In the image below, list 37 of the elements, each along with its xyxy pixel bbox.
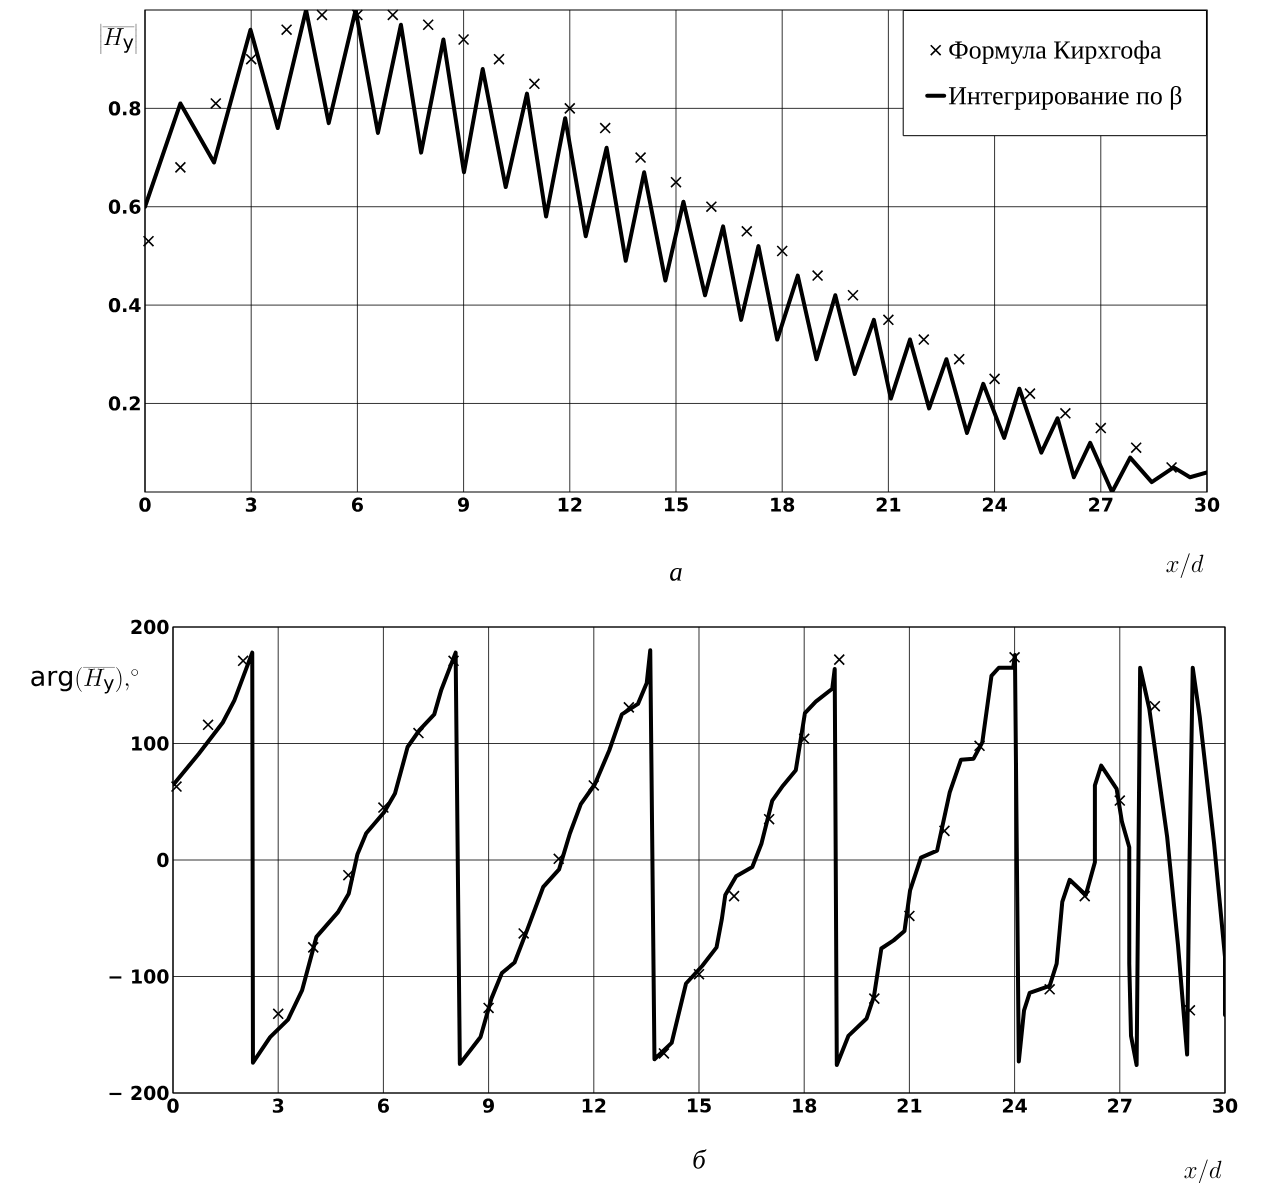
x-tick-label: 24 <box>982 497 1007 512</box>
y-tick-label: 0.2 <box>108 396 140 411</box>
x-tick-label: 30 <box>1195 497 1220 512</box>
y-tick-label: 200 <box>131 619 169 635</box>
x-tick-label: 0 <box>167 1098 179 1113</box>
x-tick-label: 12 <box>558 497 582 512</box>
x-tick-label: 18 <box>793 1098 817 1113</box>
y-tick-label: 100 <box>132 736 169 751</box>
y-tick-label: 0.8 <box>108 101 141 116</box>
x-tick-label: 9 <box>457 497 469 512</box>
y-tick-label: − 100 <box>109 969 169 984</box>
x-tick-label: 30 <box>1213 1098 1238 1113</box>
x-tick-label: 24 <box>1002 1098 1027 1113</box>
x-tick-label: 12 <box>582 1098 606 1113</box>
x-tick-label: 27 <box>1089 497 1113 512</box>
x-tick-label: 21 <box>876 497 901 512</box>
y-tick-label: 0.6 <box>108 199 141 214</box>
x-tick-label: 6 <box>351 497 363 512</box>
legend-label: Интегрирование по β <box>948 85 1182 110</box>
y-tick-label: 0.4 <box>108 297 141 313</box>
x-axis-title: $x/d$ <box>1166 553 1204 579</box>
x-tick-label: 3 <box>245 497 257 512</box>
x-tick-label: 27 <box>1108 1098 1132 1113</box>
y-tick-label: 0 <box>157 852 169 868</box>
x-tick-label: 9 <box>483 1098 494 1113</box>
x-tick-label: 3 <box>272 1098 284 1113</box>
text: б <box>693 1149 707 1169</box>
x-tick-label: 15 <box>687 1098 711 1113</box>
legend-label: Формула Кирхгофа <box>949 40 1162 65</box>
x-tick-label: 15 <box>664 497 688 512</box>
y-tick-label: − 200 <box>109 1085 169 1101</box>
x-tick-label: 18 <box>771 497 795 512</box>
y-axis-title: $\left|\overline{H_{\mathrm{y}}}\right|$ <box>100 23 137 55</box>
y-axis-title: $\mathrm{arg}(\overline{H_{\mathrm{y}}}),^{\circ}$ <box>31 667 139 694</box>
x-tick-label: 6 <box>377 1098 389 1113</box>
text: а <box>670 567 682 581</box>
x-tick-label: 21 <box>897 1098 922 1113</box>
